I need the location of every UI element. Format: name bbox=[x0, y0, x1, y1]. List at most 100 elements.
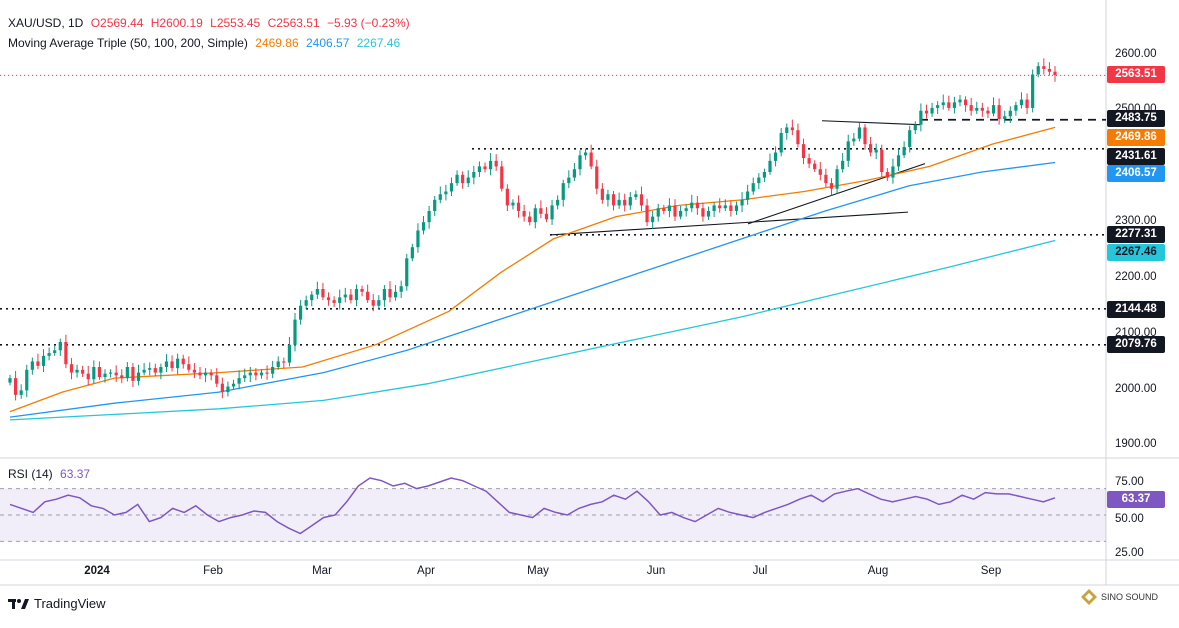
candle-body bbox=[148, 368, 152, 370]
candle-body bbox=[41, 355, 46, 366]
ma200-value: 2267.46 bbox=[356, 36, 401, 50]
candle-body bbox=[1047, 68, 1052, 72]
candle-body bbox=[969, 105, 973, 111]
symbol-label[interactable]: XAU/USD, 1D bbox=[8, 16, 84, 30]
candle-body bbox=[125, 367, 129, 379]
candle-body bbox=[170, 361, 174, 369]
candle-body bbox=[36, 361, 40, 366]
rsi-tick-label: 50.00 bbox=[1115, 513, 1144, 525]
candle-body bbox=[634, 194, 638, 198]
watermark-text: SINO SOUND bbox=[1101, 592, 1159, 602]
candle-body bbox=[835, 169, 839, 189]
candle-body bbox=[986, 110, 990, 114]
candle-body bbox=[142, 369, 146, 373]
candle-body bbox=[81, 369, 85, 374]
candle-body bbox=[53, 350, 57, 354]
watermark: SINO SOUND bbox=[1080, 588, 1158, 606]
candle-body bbox=[936, 105, 940, 108]
candle-body bbox=[176, 358, 180, 369]
rsi-title[interactable]: RSI (14) bbox=[8, 467, 53, 481]
candle-body bbox=[617, 199, 621, 206]
candle-body bbox=[690, 202, 694, 209]
candle-body bbox=[829, 183, 834, 189]
candle-body bbox=[533, 208, 537, 223]
candle-body bbox=[494, 160, 498, 167]
price-tick-label: 2000.00 bbox=[1115, 383, 1157, 395]
candle-body bbox=[8, 378, 12, 383]
level-tag: 2431.61 bbox=[1107, 148, 1165, 165]
candle-body bbox=[321, 289, 325, 298]
ma-legend: Moving Average Triple (50, 100, 200, Sim… bbox=[8, 36, 404, 50]
candle-body bbox=[1003, 116, 1007, 120]
candle-body bbox=[438, 194, 442, 200]
candle-body bbox=[298, 305, 303, 320]
candle-body bbox=[19, 390, 23, 395]
candle-body bbox=[203, 372, 208, 376]
last-price-tag: 2563.51 bbox=[1107, 66, 1165, 83]
candle-body bbox=[1036, 66, 1040, 75]
x-tick-label: 2024 bbox=[84, 565, 110, 577]
candle-body bbox=[254, 372, 258, 376]
rsi-tick-label: 25.00 bbox=[1115, 547, 1144, 559]
candle-body bbox=[639, 194, 644, 206]
candle-body bbox=[405, 258, 409, 287]
candle-body bbox=[215, 375, 219, 384]
price-tick-label: 2300.00 bbox=[1115, 215, 1157, 227]
level-tag: 2079.76 bbox=[1107, 336, 1165, 353]
trend-line bbox=[549, 211, 909, 236]
candle-body bbox=[695, 202, 699, 209]
candle-body bbox=[863, 127, 867, 145]
ma100-tag: 2406.57 bbox=[1107, 165, 1165, 182]
x-tick-label: Jun bbox=[646, 565, 666, 577]
candle-body bbox=[226, 386, 230, 393]
candle-body bbox=[58, 341, 62, 351]
candle-body bbox=[315, 289, 319, 295]
candle-body bbox=[449, 183, 454, 192]
candle-body bbox=[92, 367, 96, 380]
close-value: C2563.51 bbox=[267, 16, 320, 30]
candle-body bbox=[801, 144, 806, 159]
candle-body bbox=[572, 169, 577, 178]
candle-body bbox=[461, 174, 465, 184]
candle-body bbox=[544, 213, 549, 220]
candle-body bbox=[511, 202, 515, 206]
candle-body bbox=[762, 172, 767, 178]
candle-body bbox=[611, 194, 616, 206]
x-tick-label: May bbox=[527, 565, 549, 577]
candle-body bbox=[561, 183, 565, 200]
candle-body bbox=[354, 289, 359, 301]
candle-body bbox=[583, 152, 588, 156]
candle-body bbox=[472, 172, 476, 178]
candle-body bbox=[729, 205, 733, 211]
rsi-tag: 63.37 bbox=[1107, 491, 1165, 508]
candle-body bbox=[97, 367, 102, 378]
candle-body bbox=[667, 205, 672, 211]
candle-body bbox=[718, 205, 722, 209]
candle-body bbox=[991, 105, 996, 114]
candle-body bbox=[326, 297, 331, 301]
candle-body bbox=[516, 202, 521, 211]
candle-body bbox=[773, 152, 778, 161]
candle-body bbox=[120, 375, 124, 379]
candle-body bbox=[919, 110, 923, 125]
candle-body bbox=[673, 205, 677, 217]
tradingview-brand[interactable]: TradingView bbox=[8, 596, 106, 611]
candle-body bbox=[734, 205, 739, 211]
candle-body bbox=[1042, 66, 1046, 69]
x-tick-label: Jul bbox=[752, 565, 768, 577]
candle-body bbox=[880, 149, 884, 172]
candle-body bbox=[757, 177, 761, 184]
price-tick-label: 2600.00 bbox=[1115, 48, 1157, 60]
ma-title[interactable]: Moving Average Triple (50, 100, 200, Sim… bbox=[8, 36, 248, 50]
candle-body bbox=[908, 130, 912, 147]
candle-body bbox=[712, 205, 716, 211]
ohlc-legend: XAU/USD, 1D O2569.44 H2600.19 L2553.45 C… bbox=[8, 16, 414, 30]
candle-body bbox=[963, 99, 968, 106]
x-tick-label: Aug bbox=[867, 565, 889, 577]
moving-average-line bbox=[9, 161, 1056, 418]
candle-body bbox=[1053, 71, 1057, 76]
candle-body bbox=[433, 199, 437, 211]
candle-body bbox=[539, 208, 543, 214]
candle-body bbox=[891, 166, 895, 178]
